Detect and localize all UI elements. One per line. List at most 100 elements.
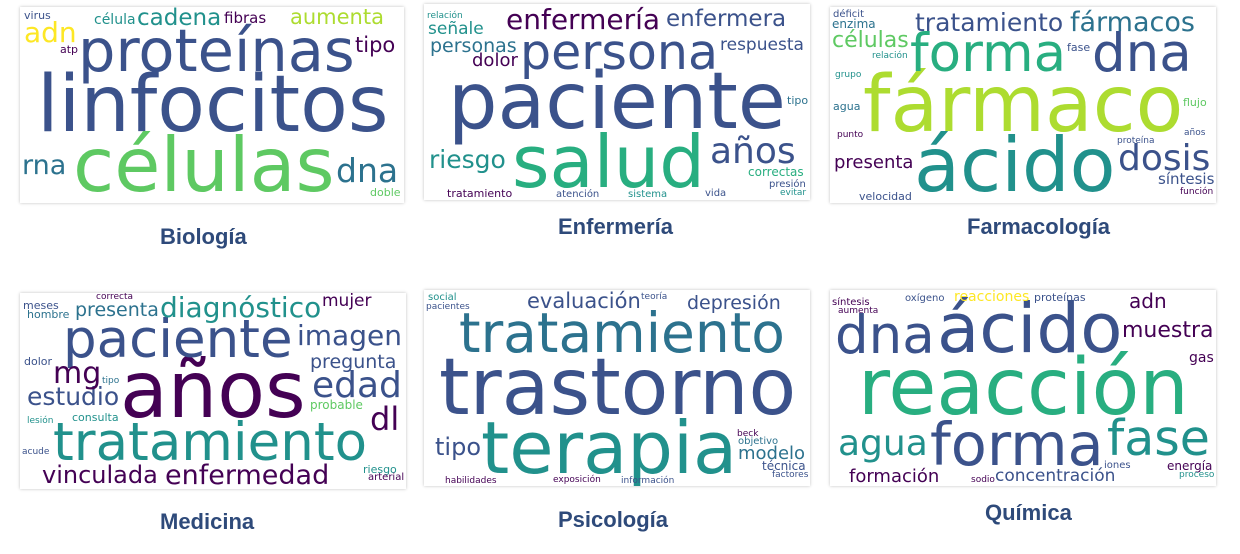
word-pregunta: pregunta bbox=[310, 351, 397, 373]
word-lesion: lesión bbox=[27, 416, 54, 426]
word-velocidad: velocidad bbox=[859, 190, 912, 203]
caption-quimica: Química bbox=[985, 500, 1072, 525]
word-presion: presión bbox=[769, 179, 806, 190]
word-aumenta: aumenta bbox=[290, 7, 384, 29]
word-correctas: correctas bbox=[748, 165, 804, 179]
word-teoria: teoría bbox=[641, 292, 668, 302]
word-rna: rna bbox=[22, 150, 67, 181]
word-depresion: depresión bbox=[687, 292, 781, 314]
word-sodio: sodio bbox=[971, 475, 995, 485]
word-probable: probable bbox=[310, 398, 363, 412]
word-linfocitos: linfocitos bbox=[37, 60, 389, 150]
word-tipo: tipo bbox=[355, 33, 396, 57]
word-energia: energía bbox=[1167, 459, 1213, 473]
word-factores: factores bbox=[772, 470, 809, 480]
word-dolor: dolor bbox=[472, 50, 518, 71]
word-farmaco: fármaco bbox=[863, 60, 1184, 150]
word-consulta: consulta bbox=[72, 411, 119, 424]
word-gas: gas bbox=[1189, 350, 1214, 366]
word-anos: años bbox=[120, 346, 306, 436]
word-forma: forma bbox=[910, 23, 1067, 84]
word-anos: años bbox=[1184, 128, 1206, 138]
word-tipo: tipo bbox=[787, 94, 809, 107]
caption-psicologia: Psicología bbox=[558, 507, 669, 532]
word-relacion: relación bbox=[872, 51, 908, 61]
word-evaluacion: evaluación bbox=[527, 290, 641, 313]
word-concentracion: concentración bbox=[995, 466, 1116, 486]
word-punto: punto bbox=[837, 130, 864, 140]
word-senale: señale bbox=[428, 19, 484, 39]
word-sintesis: síntesis bbox=[832, 297, 870, 308]
word-mujer: mujer bbox=[322, 293, 372, 311]
word-correcta: correcta bbox=[96, 293, 134, 302]
word-vinculada: vinculada bbox=[42, 461, 158, 489]
word-presenta: presenta bbox=[75, 299, 159, 321]
word-agua: agua bbox=[838, 423, 928, 464]
word-tratamiento: tratamiento bbox=[53, 412, 368, 473]
word-sintesis: síntesis bbox=[1158, 170, 1215, 188]
word-enfermeria: enfermería bbox=[506, 4, 661, 36]
word-meses: meses bbox=[23, 299, 59, 312]
word-enfermera: enfermera bbox=[666, 6, 787, 32]
word-arterial: arterial bbox=[368, 472, 405, 483]
word-reacciones: reacciones bbox=[954, 290, 1030, 305]
wordcloud-psicologia: trastorno terapia tratamiento evaluación dep… bbox=[424, 290, 810, 486]
wordcloud-farmacologia: fármaco ácido forma dna tratamiento dosis fárm… bbox=[830, 7, 1216, 203]
word-modelo: modelo bbox=[738, 443, 806, 464]
word-relacion: relación bbox=[427, 11, 463, 21]
word-flujo: flujo bbox=[1183, 96, 1207, 109]
word-hombre: hombre bbox=[27, 308, 70, 321]
word-social: social bbox=[428, 292, 457, 303]
wordcloud-biologia: linfocitos células proteínas dna adn cadena au… bbox=[20, 7, 404, 203]
word-celulas: células bbox=[73, 121, 335, 203]
word-dl: dl bbox=[370, 400, 400, 438]
word-farmacos: fármacos bbox=[1070, 7, 1195, 38]
word-beck: beck bbox=[737, 429, 759, 439]
word-atp: atp bbox=[60, 43, 79, 56]
word-edad: edad bbox=[312, 365, 402, 406]
wordcloud-medicina: años tratamiento paciente diagnóstico estudi… bbox=[20, 293, 406, 489]
word-dna: dna bbox=[336, 151, 399, 190]
word-diagnostico: diagnóstico bbox=[160, 293, 322, 324]
word-enzima: enzima bbox=[832, 17, 876, 31]
word-dolor: dolor bbox=[24, 355, 53, 368]
word-exposicion: exposición bbox=[553, 475, 601, 485]
word-enfermedad: enfermedad bbox=[165, 460, 330, 489]
word-personas: personas bbox=[430, 35, 517, 57]
caption-biologia: Biología bbox=[160, 224, 247, 249]
word-fibras: fibras bbox=[224, 9, 267, 27]
word-imagen: imagen bbox=[297, 319, 402, 352]
word-tipo: tipo bbox=[102, 376, 120, 386]
word-riesgo: riesgo bbox=[429, 145, 506, 174]
word-respuesta: respuesta bbox=[720, 35, 804, 55]
wordcloud-quimica: reacción ácido forma dna fase agua muestra conc… bbox=[830, 290, 1216, 486]
word-formacion: formación bbox=[849, 466, 940, 486]
word-anos: años bbox=[710, 131, 796, 172]
word-acido: ácido bbox=[914, 121, 1116, 203]
word-dna: dna bbox=[1092, 23, 1192, 84]
word-vida: vida bbox=[705, 188, 727, 199]
word-estudio: estudio bbox=[27, 382, 120, 411]
word-objetivo: objetivo bbox=[738, 436, 779, 447]
word-funcion: función bbox=[1180, 187, 1214, 197]
word-adn: adn bbox=[24, 16, 77, 49]
word-persona: persona bbox=[520, 24, 718, 81]
word-tratamiento: tratamiento bbox=[447, 187, 513, 200]
wordcloud-enfermeria: paciente salud persona enfermería enfermera a… bbox=[424, 4, 810, 200]
word-celulas: células bbox=[832, 28, 909, 53]
word-tratamiento: tratamiento bbox=[459, 301, 785, 365]
word-habilidades: habilidades bbox=[445, 476, 497, 486]
word-paciente: paciente bbox=[448, 57, 786, 147]
word-grupo: grupo bbox=[835, 70, 862, 80]
word-proteinas: proteínas bbox=[1034, 291, 1086, 304]
word-paciente: paciente bbox=[63, 309, 293, 370]
word-sistema: sistema bbox=[628, 189, 668, 200]
word-proteina: proteína bbox=[1117, 136, 1155, 146]
word-salud: salud bbox=[512, 120, 705, 200]
word-forma: forma bbox=[930, 410, 1104, 479]
caption-enfermeria: Enfermería bbox=[558, 214, 673, 239]
word-virus: virus bbox=[24, 9, 51, 22]
word-pacientes: pacientes bbox=[426, 302, 470, 312]
word-proceso: proceso bbox=[1179, 470, 1215, 480]
word-trastorno: trastorno bbox=[439, 343, 797, 433]
